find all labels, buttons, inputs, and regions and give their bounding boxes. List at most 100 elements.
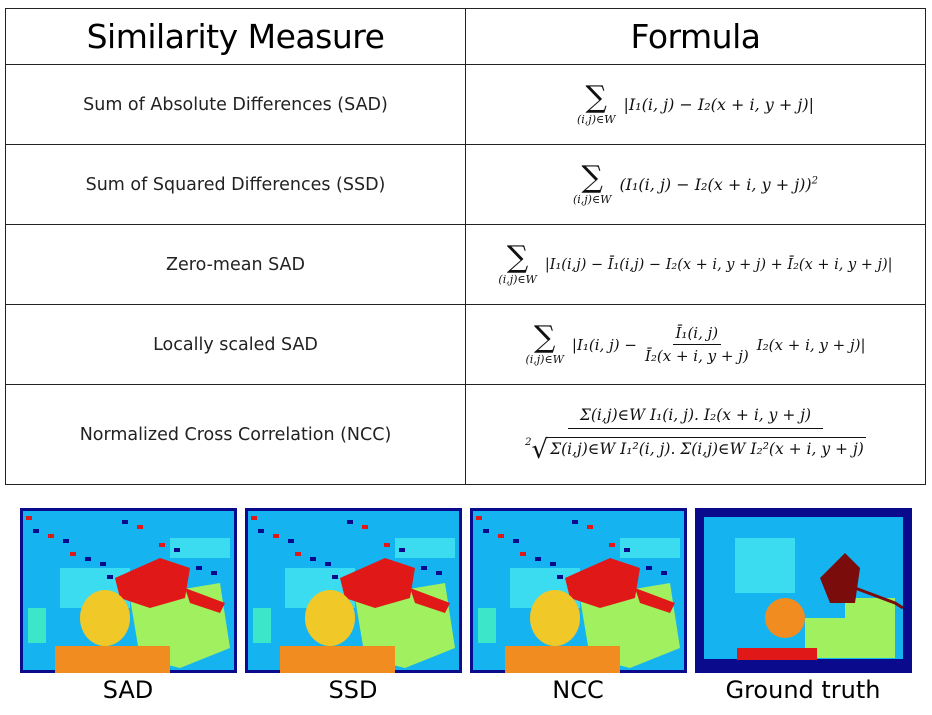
noise-speck — [557, 575, 563, 579]
lamp-head-region — [820, 553, 860, 603]
shelf-region — [395, 538, 455, 558]
ssd-expression: (I₁(i, j) − I₂(x + i, y + j)) — [619, 175, 812, 194]
ncc-fraction: Σ(i,j)∈W I₁(i, j). I₂(x + i, y + j) 2 √ Σ… — [525, 406, 866, 463]
lamp-arm-region — [854, 586, 904, 610]
noise-speck — [137, 525, 143, 529]
noise-speck — [100, 562, 106, 566]
lamp-tip-region — [635, 588, 675, 613]
head-statue-region — [305, 590, 355, 646]
noise-speck — [211, 571, 217, 575]
noise-speck — [513, 539, 519, 543]
left-edge-region — [478, 608, 496, 643]
formula-ncc: Σ(i,j)∈W I₁(i, j). I₂(x + i, y + j) 2 √ Σ… — [465, 384, 926, 485]
lsad-fraction: Ī₁(i, j) Ī₂(x + i, y + j) — [645, 324, 749, 365]
noise-speck — [609, 543, 615, 547]
similarity-table: Similarity Measure Formula Sum of Absolu… — [5, 8, 926, 485]
row-ssd-name: Sum of Squared Differences (SSD) — [5, 144, 466, 225]
noise-speck — [646, 566, 652, 570]
ncc-denominator-wrap: 2 √ Σ(i,j)∈W I₁²(i, j). Σ(i,j)∈W I₂²(x + … — [525, 429, 866, 463]
sum-subscript: (i,j)∈W — [572, 193, 612, 206]
caption-sad: SAD — [102, 676, 154, 704]
noise-speck — [535, 557, 541, 561]
noise-speck — [33, 529, 39, 533]
ncc-root-index: 2 — [525, 437, 532, 448]
noise-speck — [332, 575, 338, 579]
noise-speck — [587, 525, 593, 529]
row-ncc-name: Normalized Cross Correlation (NCC) — [5, 384, 466, 485]
noise-speck — [48, 534, 54, 538]
lsad-pre: |I₁(i, j) − — [571, 335, 637, 354]
noise-speck — [661, 571, 667, 575]
formula-zsad: ∑ (i,j)∈W |I₁(i,j) − Ī₁(i,j) − I₂(x + i, … — [465, 224, 926, 305]
header-formula: Formula — [465, 8, 926, 65]
noise-speck — [258, 529, 264, 533]
noise-speck — [624, 548, 630, 552]
noise-speck — [26, 516, 32, 520]
lsad-post: I₂(x + i, y + j)| — [756, 335, 866, 354]
row-zsad-name: Zero-mean SAD — [5, 224, 466, 305]
lamp-head-region — [115, 558, 190, 608]
shelf-region — [170, 538, 230, 558]
noise-speck — [295, 552, 301, 556]
table-region — [280, 646, 395, 673]
lamp-tip-region — [185, 588, 225, 613]
noise-speck — [251, 516, 257, 520]
noise-speck — [85, 557, 91, 561]
shelf-region — [620, 538, 680, 558]
noise-speck — [362, 525, 368, 529]
noise-speck — [550, 562, 556, 566]
noise-speck — [122, 520, 128, 524]
noise-speck — [273, 534, 279, 538]
noise-speck — [174, 548, 180, 552]
noise-speck — [498, 534, 504, 538]
noise-speck — [520, 552, 526, 556]
caption-ncc: NCC — [552, 676, 604, 704]
ssd-exponent: 2 — [811, 175, 819, 187]
zsad-expression: |I₁(i,j) − Ī₁(i,j) − I₂(x + i, y + j) + … — [544, 256, 893, 273]
header-similarity-measure: Similarity Measure — [5, 8, 466, 65]
ncc-disparity-image — [470, 508, 687, 673]
noise-speck — [107, 575, 113, 579]
caption-ground-truth: Ground truth — [725, 676, 881, 704]
lamp-head-region — [340, 558, 415, 608]
noise-speck — [421, 566, 427, 570]
noise-speck — [347, 520, 353, 524]
ground-truth-image — [695, 508, 912, 673]
formula-sad: ∑ (i,j)∈W |I₁(i, j) − I₂(x + i, y + j)| — [465, 64, 926, 145]
ssd-disparity-image — [245, 508, 462, 673]
sad-disparity-image — [20, 508, 237, 673]
noise-speck — [159, 543, 165, 547]
lsad-numerator: Ī₁(i, j) — [672, 324, 722, 345]
noise-speck — [63, 539, 69, 543]
lamp-tip-region — [410, 588, 450, 613]
head-statue-region — [80, 590, 130, 646]
table-region — [55, 646, 170, 673]
noise-speck — [436, 571, 442, 575]
ncc-sqrt: 2 √ Σ(i,j)∈W I₁²(i, j). Σ(i,j)∈W I₂²(x + … — [525, 435, 866, 465]
caption-ssd: SSD — [328, 676, 378, 704]
head-statue-region — [530, 590, 580, 646]
left-edge-region — [28, 608, 46, 643]
noise-speck — [196, 566, 202, 570]
noise-speck — [288, 539, 294, 543]
table-region — [505, 646, 620, 673]
noise-speck — [70, 552, 76, 556]
lamp-head-region — [565, 558, 640, 608]
noise-speck — [399, 548, 405, 552]
sum-subscript: (i,j)∈W — [498, 273, 537, 286]
left-edge-region — [253, 608, 271, 643]
camera-region — [735, 538, 795, 593]
noise-speck — [325, 562, 331, 566]
formula-ssd: ∑ (i,j)∈W (I₁(i, j) − I₂(x + i, y + j))2 — [465, 144, 926, 225]
lsad-denominator: Ī₂(x + i, y + j) — [644, 347, 749, 365]
noise-speck — [572, 520, 578, 524]
noise-speck — [384, 543, 390, 547]
row-lsad-name: Locally scaled SAD — [5, 304, 466, 385]
formula-lsad: ∑ (i,j)∈W |I₁(i, j) − Ī₁(i, j) Ī₂(x + i, … — [465, 304, 926, 385]
ncc-numerator: Σ(i,j)∈W I₁(i, j). I₂(x + i, y + j) — [567, 406, 824, 429]
noise-speck — [476, 516, 482, 520]
row-sad-name: Sum of Absolute Differences (SAD) — [5, 64, 466, 145]
table-region — [737, 648, 817, 660]
noise-speck — [483, 529, 489, 533]
sum-subscript: (i,j)∈W — [525, 353, 564, 366]
